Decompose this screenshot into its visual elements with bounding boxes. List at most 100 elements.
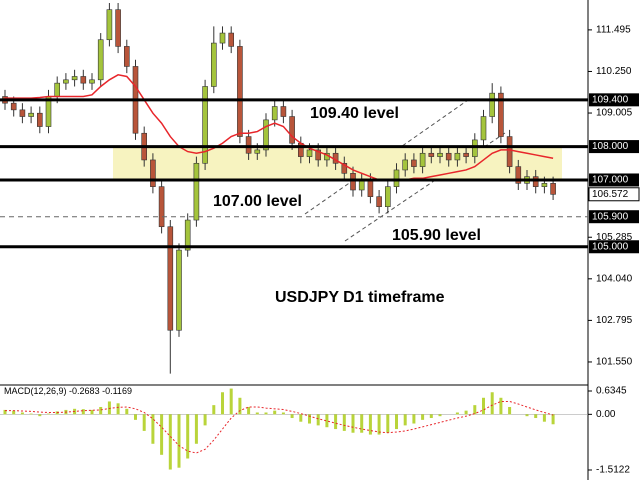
macd-bar xyxy=(47,413,50,415)
candle-body xyxy=(428,152,435,157)
moving-average xyxy=(5,74,554,181)
candle-body xyxy=(393,169,400,187)
macd-bar xyxy=(316,414,320,426)
macd-bar xyxy=(186,414,190,459)
macd-bar xyxy=(429,414,433,419)
candle-body xyxy=(36,112,43,127)
candle-body xyxy=(97,39,104,81)
macd-bar xyxy=(482,397,485,415)
candle-body xyxy=(306,149,313,157)
macd-bar xyxy=(221,392,224,415)
candle-body xyxy=(367,179,374,197)
candle-body xyxy=(445,152,452,161)
candle-body xyxy=(263,119,269,151)
macd-bar xyxy=(368,414,372,435)
candle-body xyxy=(498,92,504,137)
macd-bar xyxy=(386,414,390,433)
macd-bar xyxy=(203,414,207,426)
macd-bar xyxy=(351,414,355,433)
candle-body xyxy=(376,196,382,207)
candle-body xyxy=(176,249,182,331)
candle-body xyxy=(193,162,200,221)
macd-bar xyxy=(273,410,277,415)
y-tick-label: 102.795 xyxy=(596,315,633,326)
macd-bar xyxy=(160,414,164,455)
signal-line xyxy=(5,400,554,454)
candle-body xyxy=(89,79,95,84)
candle-body xyxy=(80,76,87,84)
macd-bar xyxy=(490,392,494,415)
y-tick-label: 0.6345 xyxy=(596,386,627,397)
macd-bar xyxy=(81,409,85,415)
macd-bar xyxy=(212,405,216,415)
macd-bar xyxy=(134,414,137,420)
y-tick-label: 109.005 xyxy=(596,108,633,119)
y-tick-label: 101.550 xyxy=(596,357,633,368)
macd-bar xyxy=(403,414,407,426)
candle-body xyxy=(471,139,478,157)
candle-body xyxy=(341,162,348,174)
macd-bar xyxy=(116,403,120,415)
macd-bar xyxy=(377,414,381,435)
candle-body xyxy=(211,42,217,87)
y-tick-label: 110.250 xyxy=(596,66,632,77)
level-label: 108.000 xyxy=(592,141,629,152)
macd-bar xyxy=(90,409,94,415)
macd-bar xyxy=(334,414,338,430)
macd-bar xyxy=(281,412,285,415)
y-tick-label: 0.00 xyxy=(596,409,616,420)
annotation: USDJPY D1 timeframe xyxy=(275,289,445,306)
candle-body xyxy=(480,116,487,141)
macd-bar xyxy=(551,414,555,425)
level-label: 105.000 xyxy=(592,241,629,252)
annotation: 107.00 level xyxy=(213,193,302,210)
candle-body xyxy=(115,9,121,47)
candle-body xyxy=(289,116,295,144)
macd-bar xyxy=(29,413,33,415)
y-tick-label: -1.5122 xyxy=(596,465,630,476)
macd-bar xyxy=(525,414,529,417)
candle-body xyxy=(358,179,365,191)
macd-bar xyxy=(247,406,251,415)
candle-body xyxy=(515,166,522,184)
candle-body xyxy=(228,32,234,47)
candle-body xyxy=(411,159,417,167)
current-price-label: 106.572 xyxy=(592,189,629,200)
level-box xyxy=(589,140,639,154)
candle-body xyxy=(28,112,34,117)
candle-body xyxy=(437,152,443,157)
macd-bar xyxy=(142,414,146,431)
macd-bar xyxy=(438,414,442,417)
macd-bar xyxy=(542,414,546,422)
macd-bar xyxy=(342,414,346,431)
macd-bar xyxy=(125,408,129,415)
annotation: 109.40 level xyxy=(310,105,399,122)
macd-bar xyxy=(38,414,42,417)
macd-bar xyxy=(168,414,172,470)
macd-bar xyxy=(308,414,311,424)
candle-body xyxy=(54,82,61,97)
annotation: 105.90 level xyxy=(392,227,481,244)
macd-bar xyxy=(229,388,233,415)
macd-bar xyxy=(360,414,364,433)
candle-body xyxy=(489,92,496,117)
macd-bar xyxy=(12,410,16,415)
level-box xyxy=(589,173,639,187)
level-label: 105.900 xyxy=(592,211,629,222)
macd-bar xyxy=(455,412,459,415)
candle-body xyxy=(184,219,191,251)
macd-bar xyxy=(3,409,7,415)
macd-bar xyxy=(508,406,512,415)
macd-bar xyxy=(395,414,398,430)
y-tick-label: 111.495 xyxy=(596,25,631,36)
macd-bar xyxy=(238,397,242,415)
macd-bar xyxy=(473,405,477,415)
candle-body xyxy=(150,159,156,187)
candle-body xyxy=(315,149,322,161)
candle-body xyxy=(463,152,469,157)
macd-bar xyxy=(194,414,198,444)
candle-body xyxy=(202,86,208,164)
candle-body xyxy=(550,183,556,195)
candle-body xyxy=(271,106,278,121)
